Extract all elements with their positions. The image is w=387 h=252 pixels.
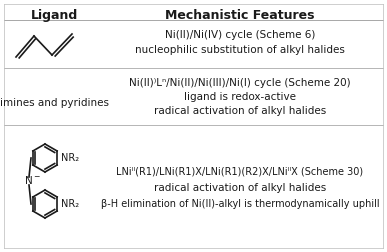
- Text: ligand is redox-active: ligand is redox-active: [184, 92, 296, 102]
- Text: nucleophilic substitution of alkyl halides: nucleophilic substitution of alkyl halid…: [135, 45, 345, 55]
- Text: LNiᴵᴵ(R1)/LNi(R1)X/LNi(R1)(R2)X/LNiᴵᴵX (Scheme 30): LNiᴵᴵ(R1)/LNi(R1)X/LNi(R1)(R2)X/LNiᴵᴵX (…: [116, 167, 363, 177]
- Text: radical activation of alkyl halides: radical activation of alkyl halides: [154, 106, 326, 116]
- Text: Ligand: Ligand: [31, 9, 79, 22]
- Text: β-H elimination of Ni(II)-alkyl is thermodynamically uphill: β-H elimination of Ni(II)-alkyl is therm…: [101, 199, 379, 209]
- Text: Ni(II)⁾Lⁿ/Ni(II)/Ni(III)/Ni(I) cycle (Scheme 20): Ni(II)⁾Lⁿ/Ni(II)/Ni(III)/Ni(I) cycle (Sc…: [129, 78, 351, 88]
- Text: imines and pyridines: imines and pyridines: [0, 98, 110, 108]
- Text: NR₂: NR₂: [61, 199, 79, 209]
- Text: Ni(II)/Ni(IV) cycle (Scheme 6): Ni(II)/Ni(IV) cycle (Scheme 6): [165, 30, 315, 40]
- Text: Mechanistic Features: Mechanistic Features: [165, 9, 315, 22]
- Text: NR₂: NR₂: [61, 153, 79, 163]
- Text: radical activation of alkyl halides: radical activation of alkyl halides: [154, 183, 326, 193]
- Text: −: −: [33, 173, 39, 181]
- Text: N: N: [25, 176, 33, 186]
